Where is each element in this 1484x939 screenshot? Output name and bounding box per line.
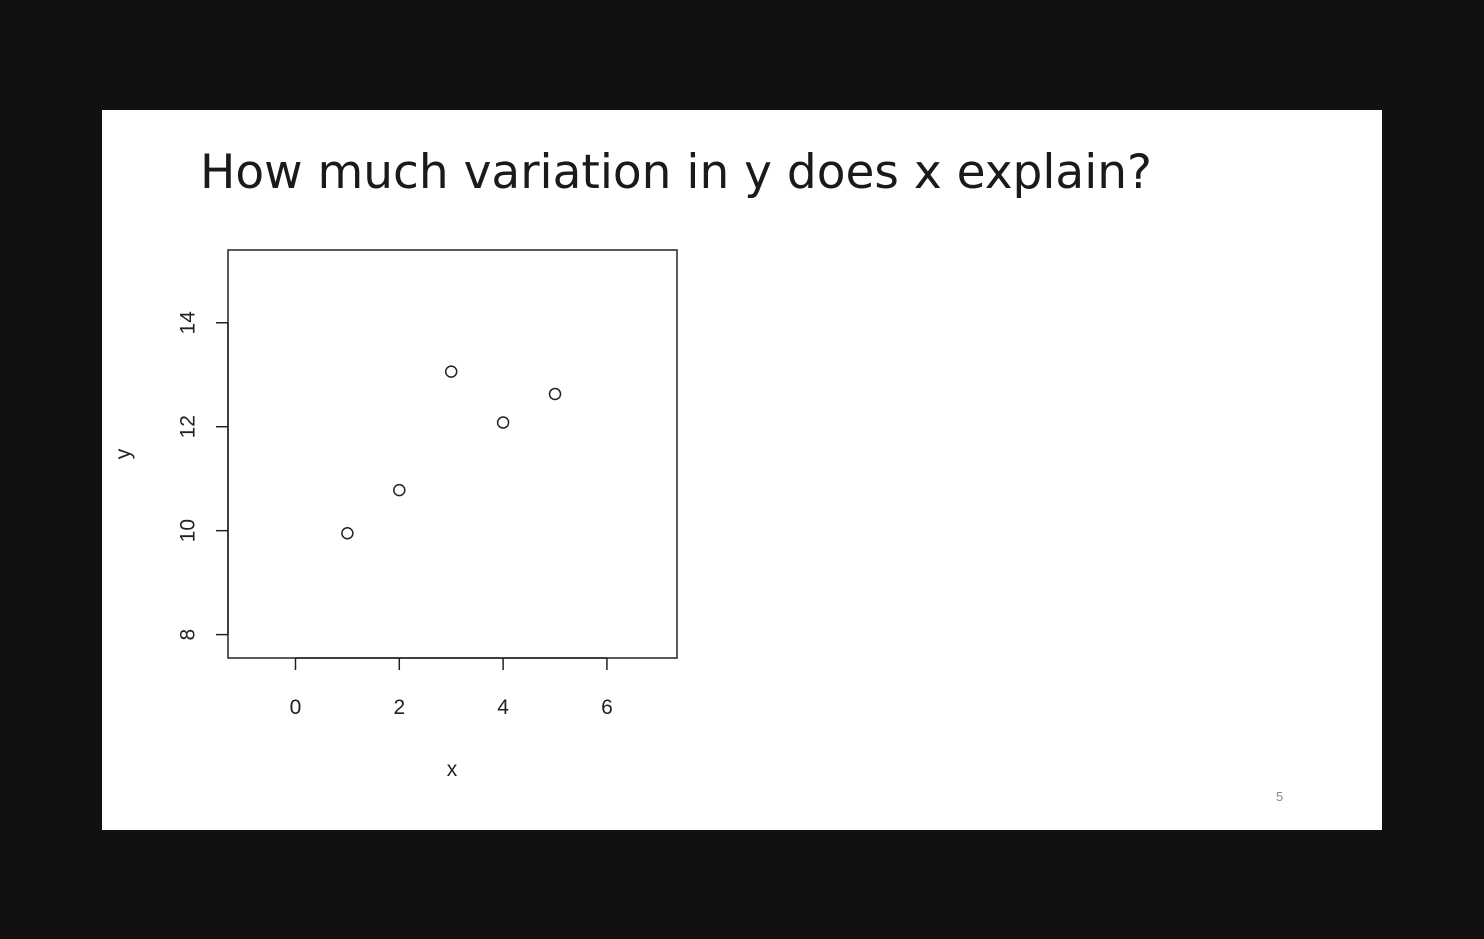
data-points [341,365,562,540]
y-tick-label: 14 [177,311,200,335]
data-point [341,527,354,540]
data-point [444,365,458,378]
x-tick-label: 6 [601,696,613,719]
scatter-plot: 0 2 4 6 8 10 12 14 x y [112,249,678,781]
plot-frame [227,249,678,659]
data-point [496,416,510,429]
y-axis: 8 10 12 14 [177,311,229,641]
x-tick-label: 0 [290,696,302,719]
x-tick-label: 4 [497,696,509,719]
data-point [393,483,406,497]
data-point [548,387,562,401]
x-axis-label: x [447,758,458,781]
slide: How much variation in y does x explain? … [102,110,1382,830]
slide-number: 5 [1276,789,1284,804]
slide-title: How much variation in y does x explain? [200,145,1153,200]
y-tick-label: 8 [177,629,200,641]
x-axis: 0 2 4 6 [290,657,613,719]
y-tick-label: 12 [177,415,200,438]
x-tick-label: 2 [393,696,405,719]
y-axis-label: y [112,448,135,459]
y-tick-label: 10 [177,519,200,542]
